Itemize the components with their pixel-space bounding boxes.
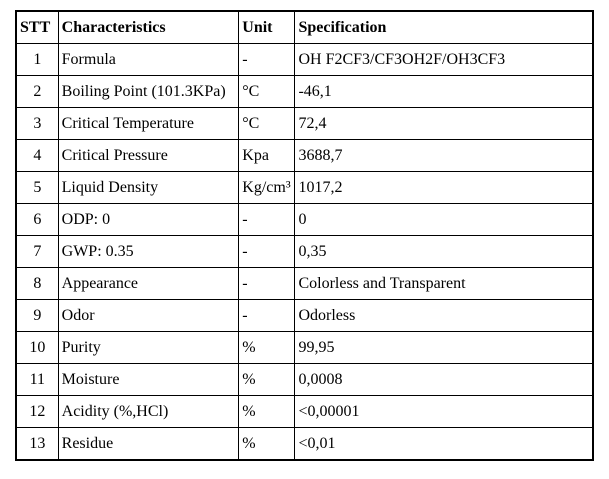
cell-stt: 3 bbox=[15, 107, 59, 140]
table-row: 9 Odor - Odorless bbox=[15, 299, 594, 332]
cell-characteristic: Critical Temperature bbox=[57, 107, 240, 140]
cell-specification: 0,35 bbox=[294, 235, 594, 268]
table-row: 10 Purity % 99,95 bbox=[15, 331, 594, 364]
cell-stt: 4 bbox=[15, 139, 59, 172]
cell-characteristic: Critical Pressure bbox=[57, 139, 240, 172]
cell-unit: % bbox=[238, 363, 296, 396]
cell-stt: 12 bbox=[15, 395, 59, 428]
header-cell-specification: Specification bbox=[294, 10, 594, 44]
cell-stt: 8 bbox=[15, 267, 59, 300]
cell-stt: 7 bbox=[15, 235, 59, 268]
table-row: 11 Moisture % 0,0008 bbox=[15, 363, 594, 396]
cell-unit: % bbox=[238, 395, 296, 428]
table-row: 4 Critical Pressure Kpa 3688,7 bbox=[15, 139, 594, 172]
cell-specification: <0,01 bbox=[294, 427, 594, 461]
table-row: 13 Residue % <0,01 bbox=[15, 427, 594, 461]
cell-stt: 6 bbox=[15, 203, 59, 236]
cell-characteristic: Boiling Point (101.3KPa) bbox=[57, 75, 240, 108]
table-row: 8 Appearance - Colorless and Transparent bbox=[15, 267, 594, 300]
table-row: 6 ODP: 0 - 0 bbox=[15, 203, 594, 236]
cell-characteristic: GWP: 0.35 bbox=[57, 235, 240, 268]
cell-unit: - bbox=[238, 267, 296, 300]
cell-specification: <0,00001 bbox=[294, 395, 594, 428]
cell-characteristic: Liquid Density bbox=[57, 171, 240, 204]
table-body: 1 Formula - OH F2CF3/CF3OH2F/OH3CF3 2 Bo… bbox=[15, 43, 594, 461]
cell-unit: % bbox=[238, 331, 296, 364]
table-header-row: STT Characteristics Unit Specification bbox=[15, 10, 594, 44]
cell-characteristic: ODP: 0 bbox=[57, 203, 240, 236]
cell-characteristic: Moisture bbox=[57, 363, 240, 396]
cell-specification: 0,0008 bbox=[294, 363, 594, 396]
cell-stt: 10 bbox=[15, 331, 59, 364]
cell-unit: - bbox=[238, 203, 296, 236]
table-row: 1 Formula - OH F2CF3/CF3OH2F/OH3CF3 bbox=[15, 43, 594, 76]
cell-characteristic: Appearance bbox=[57, 267, 240, 300]
cell-stt: 9 bbox=[15, 299, 59, 332]
table-row: 7 GWP: 0.35 - 0,35 bbox=[15, 235, 594, 268]
table-row: 5 Liquid Density Kg/cm³ 1017,2 bbox=[15, 171, 594, 204]
cell-specification: 72,4 bbox=[294, 107, 594, 140]
cell-stt: 5 bbox=[15, 171, 59, 204]
specification-table: STT Characteristics Unit Specification 1… bbox=[15, 10, 594, 461]
cell-specification: 0 bbox=[294, 203, 594, 236]
header-cell-stt: STT bbox=[15, 10, 59, 44]
cell-stt: 13 bbox=[15, 427, 59, 461]
table-row: 3 Critical Temperature °C 72,4 bbox=[15, 107, 594, 140]
cell-unit: °C bbox=[238, 107, 296, 140]
cell-specification: 3688,7 bbox=[294, 139, 594, 172]
cell-stt: 2 bbox=[15, 75, 59, 108]
cell-characteristic: Purity bbox=[57, 331, 240, 364]
cell-unit: Kpa bbox=[238, 139, 296, 172]
table-row: 2 Boiling Point (101.3KPa) °C -46,1 bbox=[15, 75, 594, 108]
cell-characteristic: Odor bbox=[57, 299, 240, 332]
cell-stt: 1 bbox=[15, 43, 59, 76]
cell-specification: Colorless and Transparent bbox=[294, 267, 594, 300]
cell-unit: - bbox=[238, 299, 296, 332]
cell-specification: OH F2CF3/CF3OH2F/OH3CF3 bbox=[294, 43, 594, 76]
cell-specification: 1017,2 bbox=[294, 171, 594, 204]
cell-specification: Odorless bbox=[294, 299, 594, 332]
cell-unit: - bbox=[238, 43, 296, 76]
cell-stt: 11 bbox=[15, 363, 59, 396]
header-cell-unit: Unit bbox=[238, 10, 296, 44]
cell-characteristic: Formula bbox=[57, 43, 240, 76]
cell-specification: 99,95 bbox=[294, 331, 594, 364]
header-cell-characteristics: Characteristics bbox=[57, 10, 240, 44]
cell-characteristic: Residue bbox=[57, 427, 240, 461]
cell-unit: Kg/cm³ bbox=[238, 171, 296, 204]
cell-unit: °C bbox=[238, 75, 296, 108]
cell-unit: - bbox=[238, 235, 296, 268]
cell-characteristic: Acidity (%,HCl) bbox=[57, 395, 240, 428]
cell-specification: -46,1 bbox=[294, 75, 594, 108]
table-row: 12 Acidity (%,HCl) % <0,00001 bbox=[15, 395, 594, 428]
cell-unit: % bbox=[238, 427, 296, 461]
